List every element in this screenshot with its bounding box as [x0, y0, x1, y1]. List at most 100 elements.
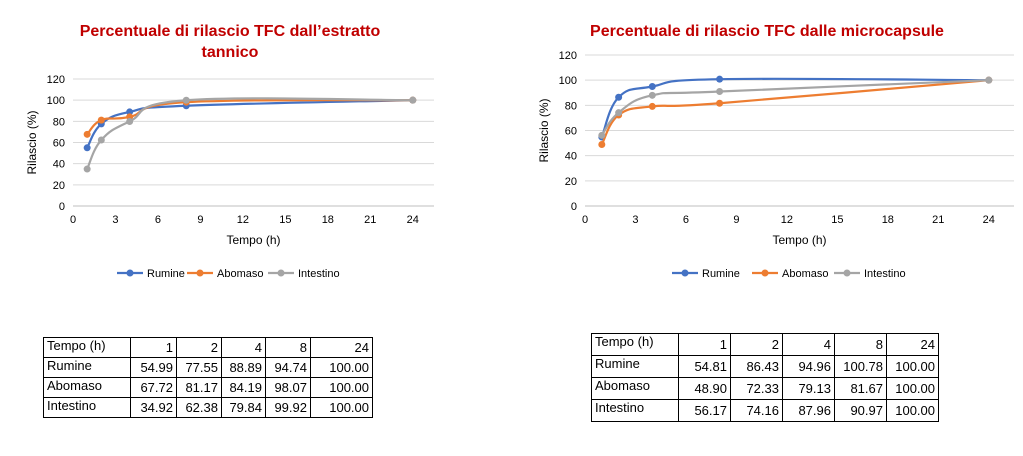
- data-point-rumine: [648, 83, 656, 91]
- data-point-intestino: [182, 96, 190, 104]
- panel-estratto-tannico: Percentuale di rilascio TFC dall’estratt…: [0, 0, 511, 456]
- table-cell: 62.38: [176, 397, 222, 418]
- y-tick-label: 120: [559, 50, 577, 62]
- table-header-cell: 24: [310, 337, 373, 358]
- y-tick-label: 80: [565, 100, 577, 112]
- x-tick-label: 9: [733, 214, 739, 226]
- x-tick-label: 6: [155, 214, 161, 226]
- table-cell: 100.00: [886, 399, 939, 422]
- legend-swatch-marker: [196, 269, 204, 277]
- table-cell: 34.92: [130, 397, 177, 418]
- table-header-cell: 1: [678, 333, 731, 356]
- x-tick-label: 12: [237, 214, 249, 226]
- legend-swatch-marker: [277, 269, 285, 277]
- data-point-intestino: [985, 76, 993, 84]
- legend-label-intestino: Intestino: [298, 268, 340, 280]
- data-point-intestino: [83, 165, 91, 173]
- chart-title: Percentuale di rilascio TFC dalle microc…: [590, 23, 944, 40]
- data-point-intestino: [126, 118, 134, 126]
- y-tick-label: 0: [59, 201, 65, 213]
- data-point-intestino: [409, 96, 417, 104]
- x-tick-label: 18: [882, 214, 894, 226]
- table-cell: 67.72: [130, 377, 177, 398]
- data-point-rumine: [615, 93, 623, 101]
- x-tick-label: 9: [197, 214, 203, 226]
- data-point-intestino: [615, 109, 623, 117]
- table-cell: 81.17: [176, 377, 222, 398]
- x-tick-label: 6: [683, 214, 689, 226]
- panel-microcapsule: Percentuale di rilascio TFC dalle microc…: [512, 0, 1023, 456]
- table-row-label: Abomaso: [43, 377, 131, 398]
- table-cell: 94.74: [265, 357, 311, 378]
- legend-label-abomaso: Abomaso: [782, 268, 828, 280]
- y-tick-label: 40: [53, 159, 65, 171]
- table-row-label: Rumine: [591, 355, 679, 378]
- table-row: Rumine 54.81 86.43 94.96 100.78 100.00: [591, 355, 939, 378]
- data-point-rumine: [126, 108, 134, 116]
- data-point-abomaso: [83, 130, 91, 138]
- legend-swatch-marker: [681, 269, 689, 277]
- y-tick-label: 120: [47, 74, 65, 86]
- y-tick-label: 60: [53, 138, 65, 150]
- table-cell: 54.81: [678, 355, 731, 378]
- table-header-label: Tempo (h): [43, 337, 131, 358]
- y-tick-label: 80: [53, 116, 65, 128]
- series-line-intestino: [600, 79, 989, 136]
- data-point-abomaso: [97, 116, 105, 124]
- table-row: Abomaso 48.90 72.33 79.13 81.67 100.00: [591, 377, 939, 400]
- table-cell: 72.33: [730, 377, 783, 400]
- x-tick-label: 24: [983, 214, 995, 226]
- data-table-microcapsule: Tempo (h) 1 2 4 8 24 Rumine 54.81 86.43 …: [591, 333, 939, 422]
- table-cell: 94.96: [782, 355, 835, 378]
- x-axis-label: Tempo (h): [226, 233, 280, 247]
- y-axis-label: Rilascio (%): [537, 98, 551, 162]
- x-tick-label: 24: [407, 214, 419, 226]
- table-cell: 90.97: [834, 399, 887, 422]
- table-cell: 48.90: [678, 377, 731, 400]
- x-tick-label: 3: [112, 214, 118, 226]
- table-cell: 98.07: [265, 377, 311, 398]
- table-cell: 56.17: [678, 399, 731, 422]
- y-tick-label: 20: [565, 176, 577, 188]
- x-tick-label: 21: [364, 214, 376, 226]
- table-cell: 88.89: [221, 357, 266, 378]
- table-header-label: Tempo (h): [591, 333, 679, 356]
- y-tick-label: 20: [53, 180, 65, 192]
- table-header-cell: 2: [730, 333, 783, 356]
- y-tick-label: 100: [47, 95, 65, 107]
- data-point-abomaso: [716, 99, 724, 107]
- y-tick-label: 100: [559, 75, 577, 87]
- series-line-rumine: [86, 99, 413, 149]
- x-axis-label: Tempo (h): [772, 233, 826, 247]
- line-chart-microcapsule: 0 20 40 60 80 100 120 0 3 6 9 12 15 18 21 24 Tempo (h) Ri…: [537, 50, 1014, 280]
- data-point-intestino: [648, 91, 656, 99]
- table-header-cell: 4: [782, 333, 835, 356]
- table-cell: 100.00: [310, 397, 373, 418]
- x-tick-label: 12: [781, 214, 793, 226]
- table-cell: 79.84: [221, 397, 266, 418]
- table-cell: 100.00: [886, 377, 939, 400]
- table-header-cell: 24: [886, 333, 939, 356]
- table-cell: 77.55: [176, 357, 222, 378]
- table-header-row: Tempo (h) 1 2 4 8 24: [591, 333, 939, 356]
- x-tick-label: 0: [582, 214, 588, 226]
- legend-label-rumine: Rumine: [147, 268, 185, 280]
- table-cell: 79.13: [782, 377, 835, 400]
- x-tick-label: 15: [831, 214, 843, 226]
- data-point-rumine: [83, 144, 91, 152]
- x-tick-label: 15: [279, 214, 291, 226]
- table-cell: 54.99: [130, 357, 177, 378]
- table-row: Abomaso 67.72 81.17 84.19 98.07 100.00: [43, 377, 373, 398]
- legend-label-intestino: Intestino: [864, 268, 906, 280]
- y-tick-label: 40: [565, 151, 577, 163]
- table-cell: 84.19: [221, 377, 266, 398]
- line-chart-estratto: 0 20 40 60 80 100 120 0 3 6 9 12 15 18 21 24 Tempo (h) Ri…: [25, 74, 434, 280]
- table-cell: 100.00: [886, 355, 939, 378]
- y-tick-label: 60: [565, 126, 577, 138]
- table-row: Intestino 34.92 62.38 79.84 99.92 100.00: [43, 397, 373, 418]
- table-cell: 74.16: [730, 399, 783, 422]
- chart-title: Percentuale di rilascio TFC dall’estratt…: [79, 23, 381, 61]
- x-tick-label: 21: [932, 214, 944, 226]
- table-cell: 86.43: [730, 355, 783, 378]
- table-row-label: Intestino: [591, 399, 679, 422]
